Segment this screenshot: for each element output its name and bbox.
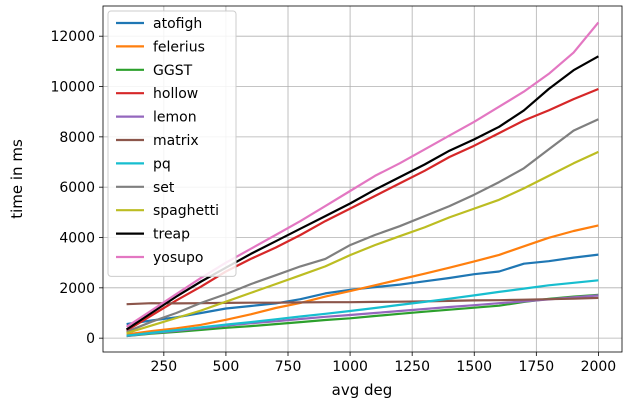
legend: atofigh felerius GGST hollow lemon matrix pq se… [107, 10, 237, 277]
series-line-hollow [126, 87, 599, 332]
legend-label-hollow: hollow [153, 86, 198, 102]
x-tick-label: 250 [150, 359, 177, 375]
y-tick-label: 0 [86, 331, 95, 347]
x-tick-label: 1000 [332, 359, 368, 375]
legend-label-lemon: lemon [153, 110, 197, 126]
y-tick-label: 6000 [59, 180, 95, 196]
x-tick-label: 1250 [394, 359, 430, 375]
legend-label-treap: treap [153, 227, 190, 243]
legend-label-matrix: matrix [153, 133, 199, 149]
legend-label-pq: pq [153, 156, 171, 172]
y-tick-label: 12000 [50, 29, 95, 45]
y-axis: 0 2000 4000 6000 8000 10000 12000 [50, 29, 103, 347]
legend-label-ggst: GGST [153, 63, 193, 79]
plot-area [125, 21, 600, 338]
x-tick-label: 2000 [581, 359, 617, 375]
y-tick-label: 4000 [59, 231, 95, 247]
x-axis: 250 500 750 1000 1250 1500 1750 2000 [150, 352, 616, 375]
series-line-set [126, 118, 599, 333]
series-line-pq [126, 279, 599, 337]
y-tick-label: 10000 [50, 80, 95, 96]
series-line-matrix [126, 296, 599, 306]
series-line-spaghetti [126, 150, 599, 335]
legend-label-set: set [153, 180, 175, 196]
x-tick-label: 500 [213, 359, 240, 375]
y-axis-label: time in ms [8, 139, 26, 219]
legend-label-felerius: felerius [153, 39, 205, 55]
series-line-treap [125, 55, 599, 331]
legend-label-atofigh: atofigh [153, 16, 202, 32]
y-tick-label: 8000 [59, 130, 95, 146]
x-tick-label: 1750 [519, 359, 555, 375]
x-axis-label: avg deg [332, 381, 393, 399]
x-tick-label: 1500 [456, 359, 492, 375]
legend-label-yosupo: yosupo [153, 250, 203, 266]
legend-label-spaghetti: spaghetti [153, 203, 219, 219]
series-line-felerius [126, 224, 599, 336]
plot-frame [102, 5, 623, 353]
x-tick-label: 750 [275, 359, 302, 375]
y-tick-label: 2000 [59, 281, 95, 297]
